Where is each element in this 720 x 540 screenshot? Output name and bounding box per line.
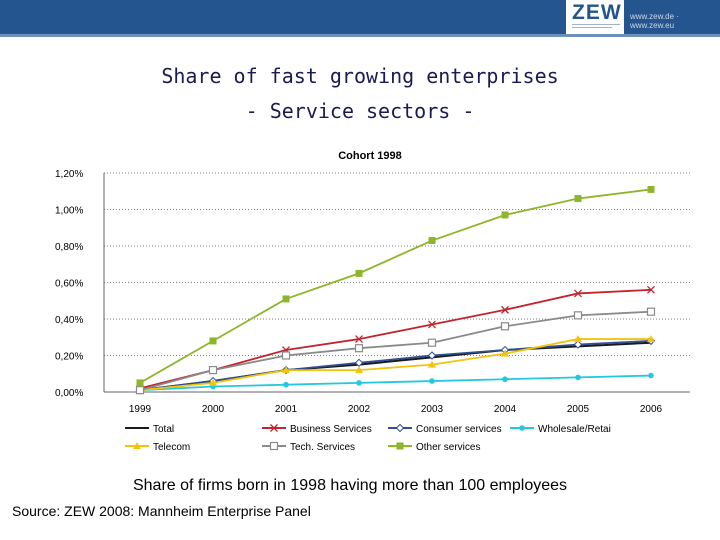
data-point [355, 366, 363, 374]
data-point [427, 338, 437, 347]
data-point [427, 351, 437, 360]
data-point [282, 366, 290, 374]
legend-item: Other services [388, 442, 480, 453]
data-point [501, 305, 509, 314]
data-point [573, 311, 583, 320]
data-point [647, 285, 655, 294]
chart-caption: Share of firms born in 1998 having more … [132, 477, 568, 494]
legend-label: Telecom [153, 442, 190, 453]
data-point [428, 237, 436, 245]
legend-label: Other services [416, 442, 480, 453]
data-point [574, 335, 582, 343]
series-line [139, 310, 652, 392]
data-point [355, 335, 363, 344]
data-point [519, 425, 525, 431]
line-chart: Cohort 1998 0,00% 0,20% 0,40% 0,60% 0,80% 1,0… [55, 150, 690, 453]
zew-logo: ZEW [566, 0, 624, 34]
data-point [428, 320, 436, 329]
chart-title: Cohort 1998 [338, 150, 402, 162]
legend-label: Consumer services [416, 424, 502, 435]
data-point [209, 337, 217, 345]
series-tech-services [135, 307, 656, 395]
y-tick-label: 0,00% [55, 388, 83, 399]
x-tick-label: 2001 [275, 404, 298, 415]
zew-logo-text: ZEW [572, 1, 622, 24]
data-point [428, 360, 436, 368]
data-point [269, 441, 279, 451]
legend-item: Business Services [262, 424, 372, 435]
x-tick-label: 2004 [494, 404, 517, 415]
y-tick-label: 0,80% [55, 242, 83, 253]
y-tick-label: 0,40% [55, 315, 83, 326]
data-point [209, 378, 217, 386]
data-point [429, 378, 435, 384]
source-note: Source: ZEW 2008: Mannheim Enterprise Pa… [12, 503, 311, 519]
slide-title: Share of fast growing enterprises [161, 64, 559, 88]
legend-item: Telecom [125, 442, 190, 453]
data-point [396, 442, 404, 450]
data-point [282, 295, 290, 303]
data-point [208, 366, 218, 375]
x-tick-label: 2005 [567, 404, 590, 415]
data-point [501, 349, 509, 357]
header-underline [0, 34, 720, 37]
legend-label: Wholesale/Retai [538, 424, 611, 435]
data-point [647, 185, 655, 193]
data-point [283, 381, 289, 388]
series-line [139, 340, 652, 392]
y-tick-label: 1,20% [55, 169, 83, 180]
x-tick-label: 1999 [129, 404, 152, 415]
series-line [139, 374, 652, 392]
y-tick-label: 0,20% [55, 352, 83, 363]
x-tick-label: 2006 [640, 404, 663, 415]
data-point [647, 335, 655, 343]
data-point [648, 372, 654, 379]
data-point [281, 351, 291, 360]
legend-label: Business Services [290, 424, 372, 435]
x-tick-label: 2002 [348, 404, 371, 415]
legend-label: Tech. Services [290, 442, 355, 453]
data-point [500, 322, 510, 331]
data-point [502, 376, 508, 383]
series-other-services [136, 185, 655, 387]
data-point [136, 379, 144, 387]
x-tick-label: 2000 [202, 404, 225, 415]
legend-label: Total [153, 424, 174, 435]
data-point [575, 374, 581, 381]
slide-subtitle: - Service sectors - [245, 99, 475, 123]
data-point [574, 289, 582, 298]
data-point [395, 423, 405, 433]
data-point [270, 424, 278, 432]
x-tick-label: 2003 [421, 404, 444, 415]
data-point [573, 340, 583, 349]
legend-item: Tech. Services [262, 441, 355, 453]
data-point [574, 195, 582, 203]
legend-item: Wholesale/Retai [510, 424, 611, 435]
header-url: www.zew.de · www.zew.eu [630, 12, 679, 30]
data-point [133, 442, 141, 449]
data-point [135, 386, 145, 395]
y-tick-label: 0,60% [55, 279, 83, 290]
series-line [139, 338, 651, 392]
series-line [139, 188, 652, 384]
data-point [354, 344, 364, 353]
legend-item: Consumer services [388, 423, 502, 435]
data-point [646, 307, 656, 316]
data-point [355, 269, 363, 277]
y-tick-label: 1,00% [55, 206, 83, 217]
data-point [501, 211, 509, 219]
data-point [356, 380, 362, 386]
legend-item: Total [125, 424, 174, 435]
